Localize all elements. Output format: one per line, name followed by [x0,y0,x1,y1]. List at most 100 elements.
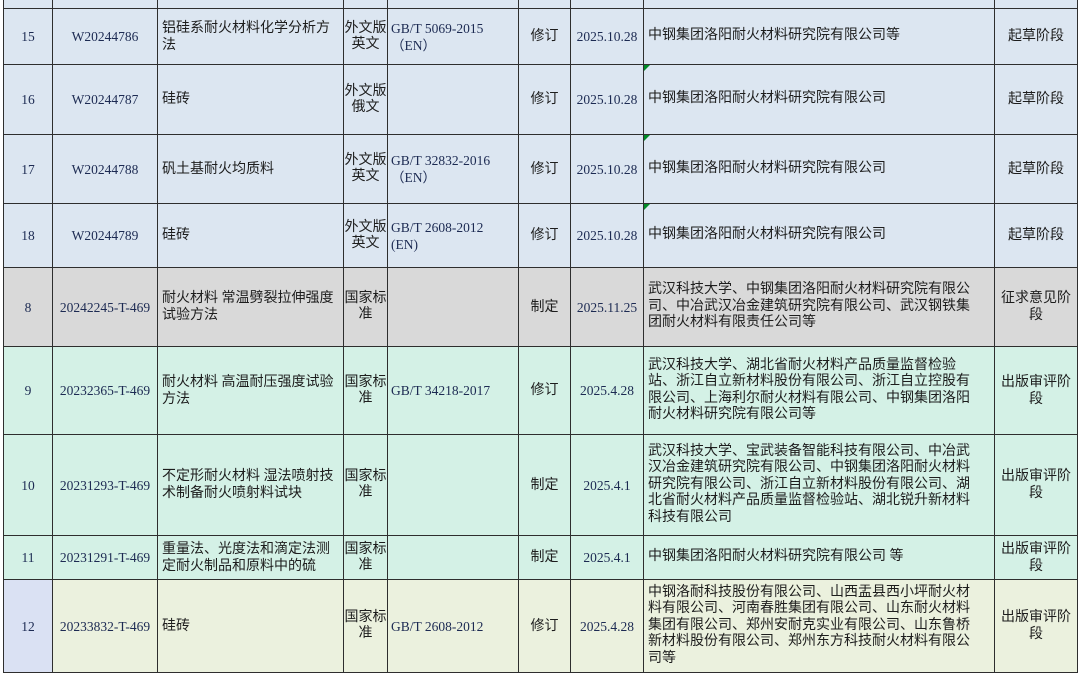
partial-cell[interactable] [519,0,571,8]
cell-revision-type[interactable]: 修订 [519,135,571,203]
cell-standard-name[interactable]: 耐火材料 高温耐压强度试验方法 [158,347,344,434]
cell-replaced-standard[interactable] [388,435,519,535]
cell-standard-type[interactable]: 国家标准 [344,347,388,434]
cell-revision-type[interactable]: 修订 [519,204,571,267]
cell-stage[interactable]: 出版审评阶段 [995,347,1078,434]
comment-marker-icon [644,135,650,141]
cell-standard-type[interactable]: 外文版俄文 [344,65,388,134]
cell-stage[interactable]: 起草阶段 [995,9,1078,64]
partial-cell[interactable] [344,0,388,8]
cell-plan-code[interactable]: W20244789 [53,204,158,267]
cell-plan-code[interactable]: 20232365-T-469 [53,347,158,434]
table-body: 15 W20244786 铝硅系耐火材料化学分析方法 外文版英文 GB/T 50… [4,9,1078,673]
partial-cell[interactable] [53,0,158,8]
partial-cell[interactable] [995,0,1078,8]
table-row: 16 W20244787 硅砖 外文版俄文 修订 2025.10.28 中钢集团… [4,65,1078,135]
cell-revision-type[interactable]: 修订 [519,9,571,64]
table-row: 15 W20244786 铝硅系耐火材料化学分析方法 外文版英文 GB/T 50… [4,9,1078,65]
cell-date[interactable]: 2025.4.1 [571,435,644,535]
cell-stage[interactable]: 出版审评阶段 [995,536,1078,579]
cell-standard-name[interactable]: 硅砖 [158,204,344,267]
cell-revision-type[interactable]: 制定 [519,536,571,579]
partial-cell[interactable] [158,0,344,8]
cell-standard-name[interactable]: 硅砖 [158,65,344,134]
cell-revision-type[interactable]: 制定 [519,268,571,346]
cell-plan-code[interactable]: 20242245-T-469 [53,268,158,346]
cell-date[interactable]: 2025.10.28 [571,9,644,64]
cell-date[interactable]: 2025.4.1 [571,536,644,579]
partial-cell[interactable] [644,0,995,8]
cell-stage[interactable]: 起草阶段 [995,65,1078,134]
cell-date[interactable]: 2025.10.28 [571,204,644,267]
cell-replaced-standard[interactable]: GB/T 2608-2012 [388,580,519,672]
table-row: 12 20233832-T-469 硅砖 国家标准 GB/T 2608-2012… [4,580,1078,673]
cell-row-number[interactable]: 17 [4,135,53,203]
cell-row-number[interactable]: 18 [4,204,53,267]
cell-row-number[interactable]: 9 [4,347,53,434]
cell-replaced-standard[interactable]: GB/T 5069-2015 （EN） [388,9,519,64]
cell-plan-code[interactable]: 20233832-T-469 [53,580,158,672]
cell-stage[interactable]: 征求意见阶段 [995,268,1078,346]
cell-standard-name[interactable]: 硅砖 [158,580,344,672]
cell-revision-type[interactable]: 修订 [519,65,571,134]
table-row: 10 20231293-T-469 不定形耐火材料 湿法喷射技术制备耐火喷射料试… [4,435,1078,536]
cell-revision-type[interactable]: 制定 [519,435,571,535]
cell-standard-type[interactable]: 国家标准 [344,536,388,579]
table-row: 11 20231291-T-469 重量法、光度法和滴定法测定耐火制品和原料中的… [4,536,1078,580]
cell-replaced-standard[interactable]: GB/T 32832-2016 （EN） [388,135,519,203]
cell-stage[interactable]: 出版审评阶段 [995,580,1078,672]
cell-replaced-standard[interactable] [388,268,519,346]
cell-standard-type[interactable]: 国家标准 [344,435,388,535]
cell-standard-name[interactable]: 不定形耐火材料 湿法喷射技术制备耐火喷射料试块 [158,435,344,535]
cell-drafting-units[interactable]: 中钢洛耐科技股份有限公司、山西盂县西小坪耐火材料有限公司、河南春胜集团有限公司、… [644,580,995,672]
cell-plan-code[interactable]: W20244787 [53,65,158,134]
cell-plan-code[interactable]: 20231291-T-469 [53,536,158,579]
cell-standard-name[interactable]: 铝硅系耐火材料化学分析方法 [158,9,344,64]
cell-stage[interactable]: 出版审评阶段 [995,435,1078,535]
cell-standard-type[interactable]: 外文版英文 [344,135,388,203]
cell-plan-code[interactable]: W20244786 [53,9,158,64]
cell-revision-type[interactable]: 修订 [519,347,571,434]
cell-standard-name[interactable]: 耐火材料 常温劈裂拉伸强度试验方法 [158,268,344,346]
cell-drafting-units[interactable]: 中钢集团洛阳耐火材料研究院有限公司 [644,204,995,267]
partial-cell[interactable] [388,0,519,8]
cell-date[interactable]: 2025.4.28 [571,347,644,434]
cell-drafting-units[interactable]: 武汉科技大学、中钢集团洛阳耐火材料研究院有限公司、中冶武汉冶金建筑研究院有限公司… [644,268,995,346]
cell-date[interactable]: 2025.11.25 [571,268,644,346]
cell-standard-type[interactable]: 外文版英文 [344,204,388,267]
partial-cell[interactable] [571,0,644,8]
cell-replaced-standard[interactable]: GB/T 34218-2017 [388,347,519,434]
cell-drafting-units[interactable]: 中钢集团洛阳耐火材料研究院有限公司 [644,65,995,134]
cell-row-number[interactable]: 10 [4,435,53,535]
cell-date[interactable]: 2025.10.28 [571,65,644,134]
cell-standard-type[interactable]: 国家标准 [344,580,388,672]
cell-plan-code[interactable]: 20231293-T-469 [53,435,158,535]
cell-stage[interactable]: 起草阶段 [995,204,1078,267]
partial-cell[interactable] [4,0,53,8]
cell-drafting-units[interactable]: 中钢集团洛阳耐火材料研究院有限公司等 [644,9,995,64]
cell-drafting-units[interactable]: 中钢集团洛阳耐火材料研究院有限公司 等 [644,536,995,579]
cell-drafting-units[interactable]: 中钢集团洛阳耐火材料研究院有限公司 [644,135,995,203]
cell-replaced-standard[interactable] [388,65,519,134]
cell-row-number[interactable]: 11 [4,536,53,579]
cell-row-number[interactable]: 16 [4,65,53,134]
cell-standard-name[interactable]: 矾土基耐火均质料 [158,135,344,203]
cell-standard-type[interactable]: 外文版英文 [344,9,388,64]
cell-row-number[interactable]: 12 [4,580,53,672]
cell-standard-type[interactable]: 国家标准 [344,268,388,346]
cell-stage[interactable]: 起草阶段 [995,135,1078,203]
cell-drafting-units[interactable]: 武汉科技大学、湖北省耐火材料产品质量监督检验站、浙江自立新材料股份有限公司、浙江… [644,347,995,434]
cell-replaced-standard[interactable]: GB/T 2608-2012 (EN) [388,204,519,267]
cell-drafting-units[interactable]: 武汉科技大学、宝武装备智能科技有限公司、中冶武汉冶金建筑研究院有限公司、中钢集团… [644,435,995,535]
cell-date[interactable]: 2025.4.28 [571,580,644,672]
cell-date[interactable]: 2025.10.28 [571,135,644,203]
cell-replaced-standard[interactable] [388,536,519,579]
cell-row-number[interactable]: 8 [4,268,53,346]
cell-row-number[interactable]: 15 [4,9,53,64]
cell-standard-name[interactable]: 重量法、光度法和滴定法测定耐火制品和原料中的硫 [158,536,344,579]
table-row: 17 W20244788 矾土基耐火均质料 外文版英文 GB/T 32832-2… [4,135,1078,204]
cell-plan-code[interactable]: W20244788 [53,135,158,203]
cell-revision-type[interactable]: 修订 [519,580,571,672]
standards-table: 15 W20244786 铝硅系耐火材料化学分析方法 外文版英文 GB/T 50… [3,0,1078,673]
